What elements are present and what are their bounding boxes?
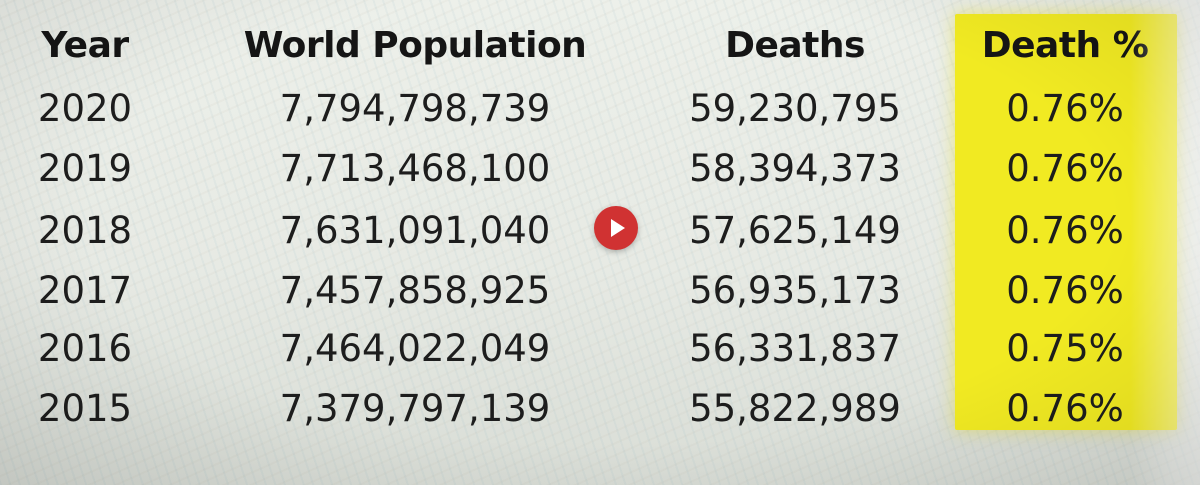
header-deaths: Deaths — [725, 25, 865, 66]
cell-death-pct: 0.76% — [1006, 269, 1124, 312]
header-year: Year — [41, 25, 129, 66]
header-world-population: World Population — [243, 25, 587, 66]
cell-deaths: 59,230,795 — [689, 87, 901, 130]
cell-population: 7,794,798,739 — [279, 87, 551, 130]
cell-year: 2020 — [37, 87, 133, 130]
play-button[interactable] — [594, 206, 638, 250]
cell-deaths: 56,331,837 — [689, 327, 901, 370]
cell-population: 7,457,858,925 — [279, 269, 551, 312]
cell-death-pct: 0.76% — [1006, 387, 1124, 430]
cell-population: 7,713,468,100 — [279, 147, 551, 190]
cell-year: 2019 — [37, 147, 133, 190]
cell-deaths: 56,935,173 — [689, 269, 901, 312]
cell-year: 2016 — [37, 327, 133, 370]
cell-deaths: 58,394,373 — [689, 147, 901, 190]
cell-population: 7,379,797,139 — [279, 387, 551, 430]
cell-year: 2015 — [37, 387, 133, 430]
cell-deaths: 55,822,989 — [689, 387, 901, 430]
cell-death-pct: 0.76% — [1006, 147, 1124, 190]
cell-year: 2017 — [37, 269, 133, 312]
cell-population: 7,464,022,049 — [279, 327, 551, 370]
play-icon — [611, 219, 625, 237]
cell-death-pct: 0.75% — [1006, 327, 1124, 370]
cell-death-pct: 0.76% — [1006, 209, 1124, 252]
cell-year: 2018 — [37, 209, 133, 252]
cell-death-pct: 0.76% — [1006, 87, 1124, 130]
cell-population: 7,631,091,040 — [279, 209, 551, 252]
cell-deaths: 57,625,149 — [689, 209, 901, 252]
header-death-pct: Death % — [981, 25, 1149, 66]
